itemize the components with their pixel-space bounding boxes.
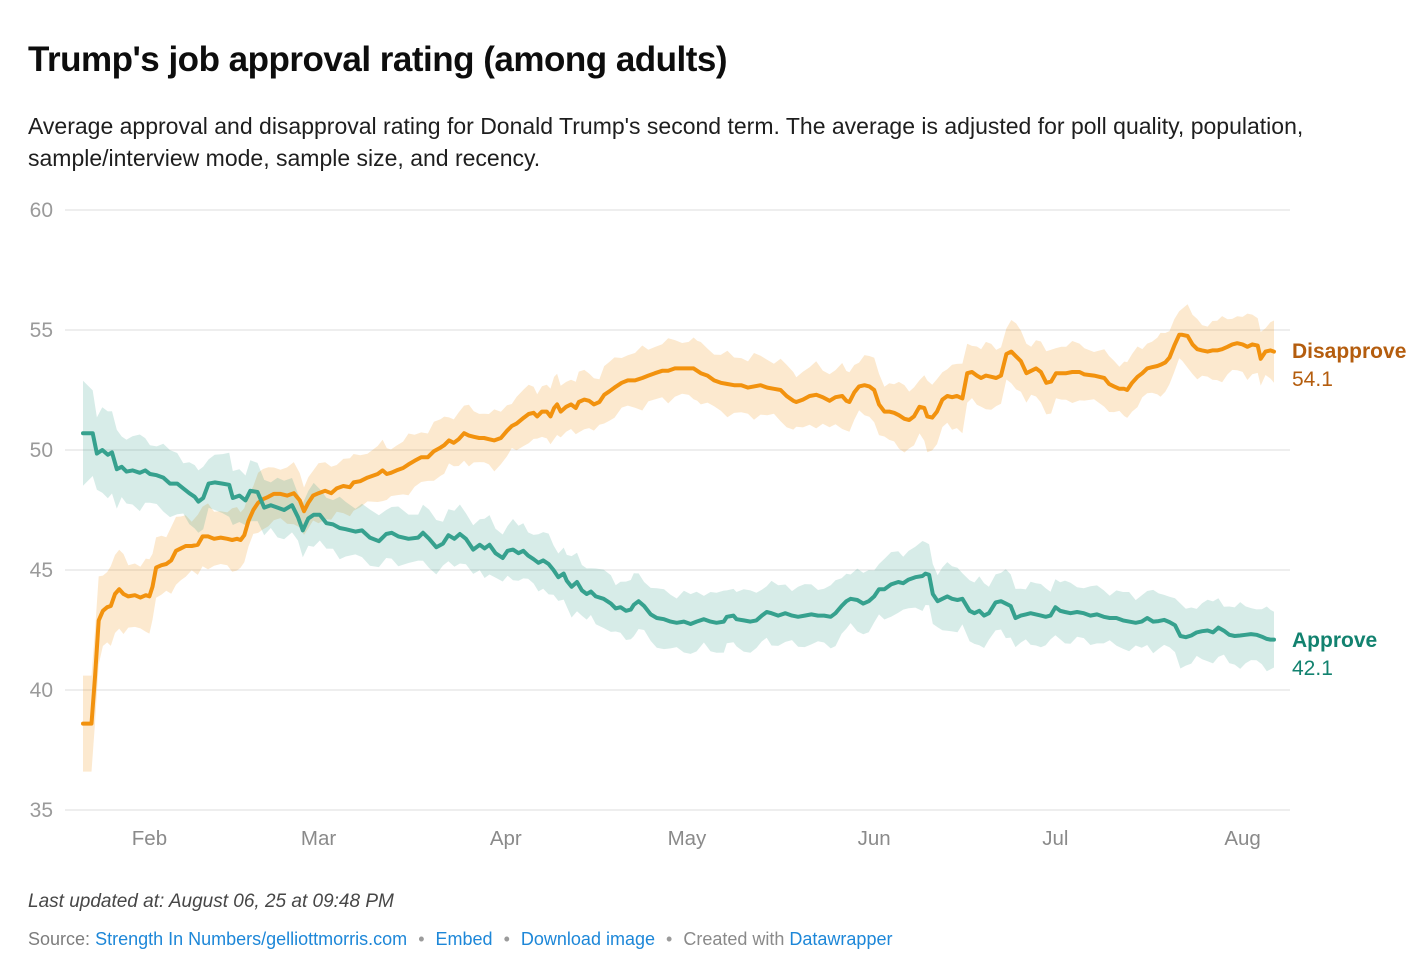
x-axis-label: Feb — [132, 827, 167, 850]
source-label: Source: — [28, 929, 91, 949]
approve-line — [81, 431, 1276, 642]
separator-dot: • — [418, 929, 425, 949]
chart-description: Average approval and disapproval rating … — [28, 113, 1304, 171]
x-axis-label: Jun — [858, 827, 891, 850]
page-title: Trump's job approval rating (among adult… — [28, 40, 728, 79]
series-value-approve: 42.1 — [1292, 657, 1333, 680]
disapprove-line — [81, 332, 1276, 726]
series-label-disapprove: Disapprove — [1292, 340, 1407, 363]
last-updated-text: Last updated at: August 06, 25 at 09:48 … — [28, 891, 394, 912]
attribution-row: Source: Strength In Numbers/gelliottmorr… — [28, 929, 892, 950]
download-image-link[interactable]: Download image — [520, 929, 655, 949]
datawrapper-link[interactable]: Datawrapper — [789, 929, 893, 949]
y-axis-tick-label: 50 — [30, 439, 53, 462]
y-axis-tick-label: 40 — [30, 679, 53, 702]
separator-dot: • — [503, 929, 510, 949]
approve-confidence-band — [83, 380, 1274, 672]
series-label-approve: Approve — [1292, 629, 1378, 652]
separator-dot: • — [666, 929, 673, 949]
y-axis-tick-label: 35 — [30, 799, 53, 822]
x-axis-label: Mar — [301, 827, 336, 850]
y-axis-tick-label: 55 — [30, 319, 53, 342]
source-link[interactable]: Strength In Numbers/gelliottmorris.com — [95, 929, 408, 949]
disapprove-confidence-band — [83, 304, 1274, 772]
x-axis-label: May — [668, 827, 707, 850]
y-axis-tick-label: 60 — [30, 199, 53, 222]
x-axis-label: Apr — [490, 827, 522, 850]
y-axis-tick-label: 45 — [30, 559, 53, 582]
embed-link[interactable]: Embed — [435, 929, 493, 949]
created-with-label: Created with — [683, 929, 785, 949]
x-axis-label: Jul — [1042, 827, 1068, 850]
series-value-disapprove: 54.1 — [1292, 368, 1333, 391]
x-axis-label: Aug — [1224, 827, 1260, 850]
